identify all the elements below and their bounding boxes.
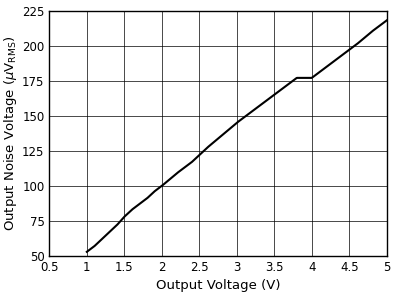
X-axis label: Output Voltage (V): Output Voltage (V) <box>156 280 280 292</box>
Text: Output Noise Voltage ($\mu$V$_{\mathregular{RMS}}$): Output Noise Voltage ($\mu$V$_{\mathregu… <box>2 35 19 231</box>
